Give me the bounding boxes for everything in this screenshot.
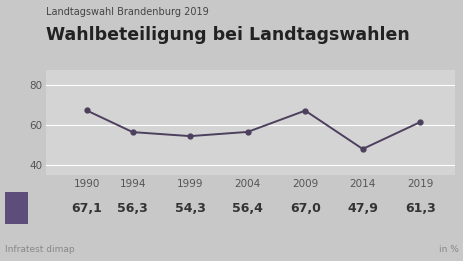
Text: in %: in % bbox=[438, 245, 458, 254]
Text: 56,3: 56,3 bbox=[117, 202, 148, 215]
Bar bbox=[5, 192, 28, 224]
Text: 54,3: 54,3 bbox=[175, 202, 205, 215]
Text: Landtagswahl Brandenburg 2019: Landtagswahl Brandenburg 2019 bbox=[46, 7, 209, 16]
Text: 61,3: 61,3 bbox=[404, 202, 435, 215]
Text: 56,4: 56,4 bbox=[232, 202, 263, 215]
Text: Wahlbeteiligung bei Landtagswahlen: Wahlbeteiligung bei Landtagswahlen bbox=[46, 26, 409, 44]
Text: 47,9: 47,9 bbox=[346, 202, 377, 215]
Text: 67,0: 67,0 bbox=[289, 202, 320, 215]
Text: Infratest dimap: Infratest dimap bbox=[5, 245, 74, 254]
Text: 67,1: 67,1 bbox=[71, 202, 102, 215]
